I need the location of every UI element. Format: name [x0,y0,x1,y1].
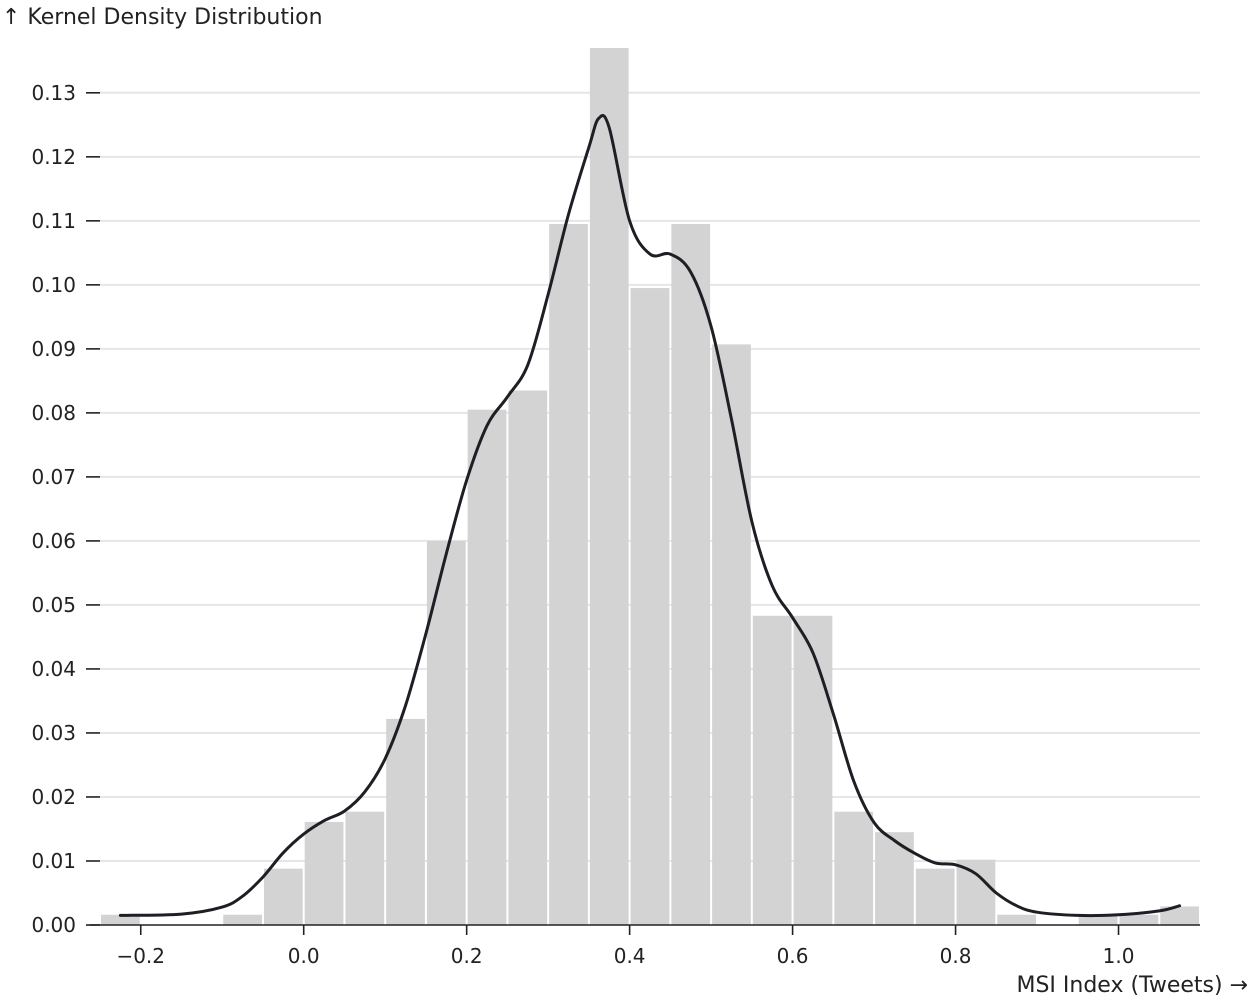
histogram-bar [915,868,955,925]
y-tick-label: 0.13 [31,81,76,105]
histogram-bar [345,811,385,925]
histogram-bar [875,832,914,925]
histogram-bars [101,48,1199,926]
histogram-bar [549,224,588,925]
y-tick-label: 0.07 [31,465,76,489]
histogram-bar [223,914,262,925]
histogram-bar [263,868,303,925]
histogram-bar [793,615,833,925]
histogram-bar [589,48,629,925]
x-tick-label: −0.2 [116,944,165,968]
histogram-bar [1160,906,1199,925]
y-tick-label: 0.00 [31,913,76,937]
histogram-bar [1078,914,1118,925]
y-tick-label: 0.04 [31,657,76,681]
histogram-bar [426,540,466,925]
y-tick-label: 0.02 [31,785,76,809]
histogram-bar [386,718,425,925]
density-curve-layer [118,114,1182,918]
histogram-bar [101,914,140,925]
y-tick-label: 0.09 [31,337,76,361]
y-axis: 0.00 0.01 0.02 0.03 0.04 0.05 0.06 0.07 0.08 0.09… [31,81,100,937]
y-tick-label: 0.05 [31,593,76,617]
density-curve [118,114,1182,918]
y-tick-label: 0.11 [31,209,76,233]
x-axis: −0.2 0.0 0.2 0.4 0.6 0.8 1.0 [90,924,1200,968]
histogram-bar [997,914,1037,925]
y-tick-label: 0.12 [31,145,76,169]
histogram-bar [304,821,344,925]
y-axis-title: ↑ Kernel Density Distribution [2,5,323,30]
histogram-bar [630,288,670,925]
histogram-bar [712,344,751,926]
histogram-bar [834,811,874,925]
histogram-bar [752,615,792,925]
histogram-bar [1119,914,1159,925]
histogram-bar [508,390,548,925]
x-tick-label: 0.2 [451,944,483,968]
histogram-bar [956,859,996,925]
x-tick-label: 0.4 [614,944,646,968]
histogram-bar [671,224,711,925]
x-tick-label: 0.8 [940,944,972,968]
x-tick-label: 0.0 [288,944,320,968]
y-tick-label: 0.08 [31,401,76,425]
x-axis-title: MSI Index (Tweets) → [1016,973,1248,998]
x-tick-label: 1.0 [1103,944,1135,968]
x-tick-label: 0.6 [777,944,809,968]
y-tick-label: 0.01 [31,849,76,873]
y-tick-label: 0.10 [31,273,76,297]
y-tick-label: 0.06 [31,529,76,553]
y-tick-label: 0.03 [31,721,76,745]
histogram-bar [467,409,507,925]
